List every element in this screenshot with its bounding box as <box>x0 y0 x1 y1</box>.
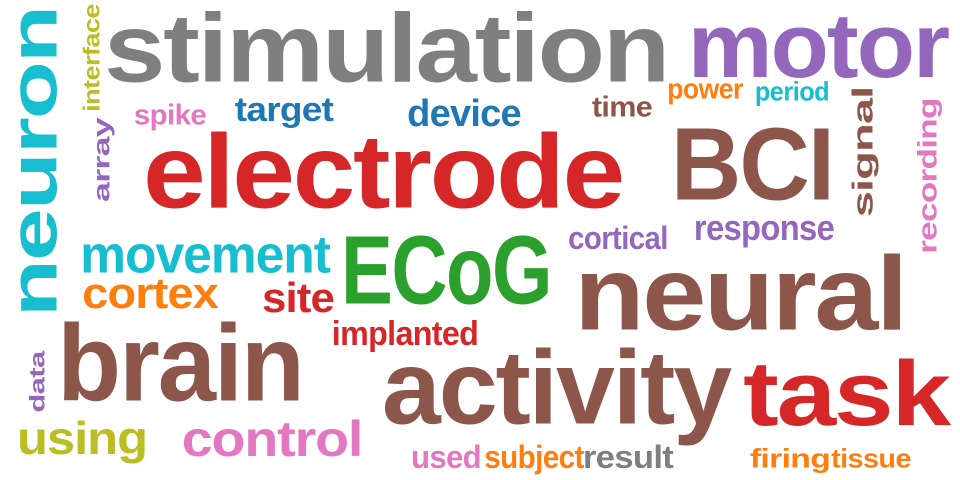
word-signal: signal <box>847 86 880 218</box>
word-ecog: ECoG <box>341 215 552 325</box>
word-motor: motor <box>687 0 950 97</box>
word-neural: neural <box>574 235 908 353</box>
word-task: task <box>743 343 951 445</box>
word-target: target <box>234 91 334 129</box>
word-movement: movement <box>80 225 331 285</box>
word-recording: recording <box>912 98 943 254</box>
word-stimulation: stimulation <box>104 0 670 103</box>
word-time: time <box>591 91 653 124</box>
word-site: site <box>262 274 335 321</box>
word-neuron: neuron <box>0 6 72 318</box>
word-data: data <box>26 351 50 413</box>
word-device: device <box>407 93 522 135</box>
word-brain: brain <box>57 302 305 425</box>
word-array: array <box>88 118 115 202</box>
word-using: using <box>16 412 148 464</box>
word-spike: spike <box>133 99 207 132</box>
word-interface: interface <box>78 4 105 112</box>
word-firing: firing <box>749 443 831 474</box>
word-control: control <box>181 411 364 467</box>
word-used: used <box>410 439 482 475</box>
word-result: result <box>582 439 674 475</box>
word-subject: subject <box>484 439 584 475</box>
word-cortical: cortical <box>568 220 668 256</box>
word-cortex: cortex <box>82 269 219 318</box>
word-activity: activity <box>381 329 732 447</box>
word-period: period <box>754 76 830 107</box>
word-electrode: electrode <box>143 113 625 231</box>
word-tissue: tissue <box>831 443 911 474</box>
word-bci: BCI <box>670 106 835 222</box>
word-implanted: implanted <box>331 315 479 353</box>
word-power: power <box>667 73 743 106</box>
word-response: response <box>693 207 835 248</box>
